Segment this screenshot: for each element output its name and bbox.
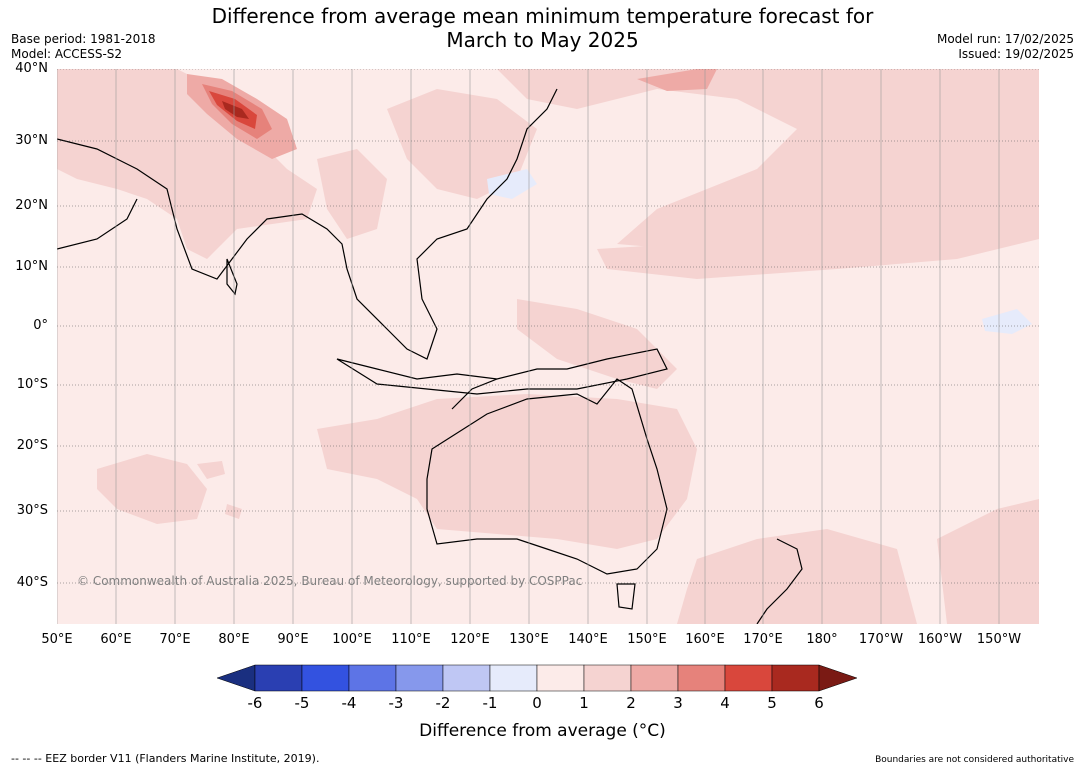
meta-right: Model run: 17/02/2025 Issued: 19/02/2025 [937, 32, 1074, 62]
colorbar-segment [254, 664, 303, 692]
lat-label: 30°S [16, 503, 48, 518]
colorbar-tick-label: -3 [388, 694, 404, 712]
colorbar-tick-label: 2 [626, 694, 636, 712]
colorbar-segment [442, 664, 491, 692]
colorbar-tick-label: -2 [435, 694, 451, 712]
colorbar-tick-label: 5 [767, 694, 777, 712]
colorbar-label: Difference from average (°C) [419, 721, 666, 741]
colorbar-tick-label: 1 [579, 694, 589, 712]
colorbar-segment [630, 664, 679, 692]
lat-label: 20°N [15, 198, 48, 213]
lat-label: 10°S [16, 377, 48, 392]
colorbar-segment [583, 664, 632, 692]
map-area [57, 69, 1039, 624]
meta-left: Base period: 1981-2018 Model: ACCESS-S2 [11, 32, 156, 62]
colorbar-under-extension [216, 664, 256, 692]
colorbar-tick-label: 0 [532, 694, 542, 712]
lon-label: 130°E [509, 632, 549, 647]
lon-label: 150°W [976, 632, 1022, 647]
colorbar-segment [724, 664, 773, 692]
colorbar-tick-label: 4 [720, 694, 730, 712]
lat-label: 40°N [15, 61, 48, 76]
lat-label: 40°S [16, 575, 48, 590]
gridlines [57, 69, 1039, 624]
base-period: Base period: 1981-2018 [11, 32, 156, 46]
lon-label: 110°E [391, 632, 431, 647]
colorbar-segment [395, 664, 444, 692]
lat-label: 20°S [16, 438, 48, 453]
colorbar-tick-label: 3 [673, 694, 683, 712]
map-canvas [57, 69, 1039, 624]
lon-label: 90°E [277, 632, 309, 647]
colorbar-tick-label: -5 [294, 694, 310, 712]
lon-label: 170°W [858, 632, 904, 647]
colorbar-segment [301, 664, 350, 692]
coastlines [57, 88, 803, 624]
anomaly-shading [57, 69, 1039, 624]
lon-label: 150°E [627, 632, 667, 647]
model-name: Model: ACCESS-S2 [11, 47, 123, 61]
colorbar-tick-label: 6 [814, 694, 824, 712]
lon-label: 70°E [159, 632, 191, 647]
colorbar-segment [677, 664, 726, 692]
copyright-text: © Commonwealth of Australia 2025, Bureau… [77, 574, 583, 588]
model-run: Model run: 17/02/2025 [936, 32, 1074, 46]
colorbar-segment [771, 664, 820, 692]
lat-label: 0° [33, 318, 48, 333]
colorbar-segment [536, 664, 585, 692]
lon-label: 60°E [100, 632, 132, 647]
colorbar-segment [348, 664, 397, 692]
lon-label: 140°E [568, 632, 608, 647]
colorbar-segment [489, 664, 538, 692]
colorbar-tick-label: -1 [482, 694, 498, 712]
lon-label: 50°E [41, 632, 73, 647]
colorbar-over-extension [818, 664, 858, 692]
lon-label: 180° [806, 632, 838, 647]
lon-label: 120°E [450, 632, 490, 647]
issued-date: Issued: 19/02/2025 [958, 47, 1074, 61]
lat-label: 30°N [15, 133, 48, 148]
lon-label: 160°W [917, 632, 963, 647]
lon-label: 160°E [685, 632, 725, 647]
colorbar-tick-label: -6 [247, 694, 263, 712]
colorbar [216, 664, 858, 692]
title-line-1: Difference from average mean minimum tem… [211, 4, 874, 28]
authority-disclaimer: Boundaries are not considered authoritat… [875, 755, 1074, 765]
lon-label: 170°E [743, 632, 783, 647]
colorbar-tick-label: -4 [341, 694, 357, 712]
lon-label: 80°E [218, 632, 250, 647]
eez-footnote: -- -- -- EEZ border V11 (Flanders Marine… [11, 752, 320, 765]
lon-label: 100°E [332, 632, 372, 647]
title-line-2: March to May 2025 [446, 28, 639, 52]
map-title: Difference from average mean minimum tem… [0, 4, 1085, 52]
lat-label: 10°N [15, 259, 48, 274]
